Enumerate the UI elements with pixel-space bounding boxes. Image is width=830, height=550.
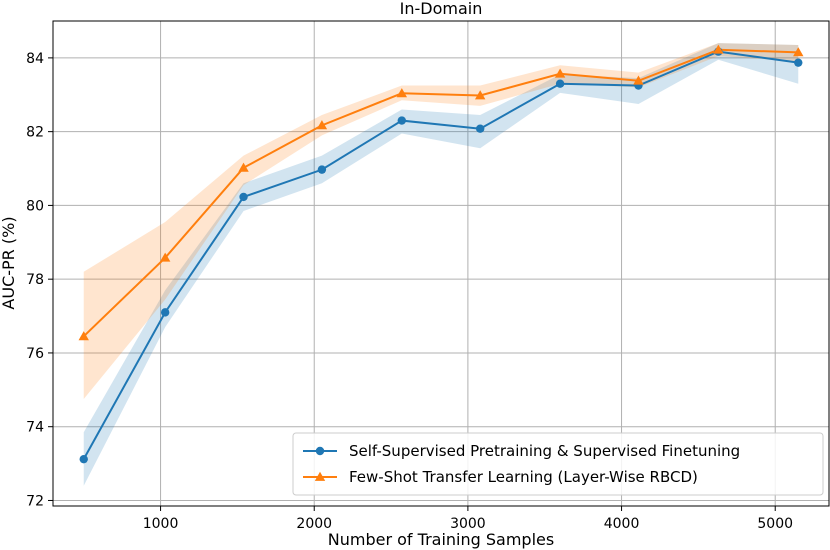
y-tick-label: 72 xyxy=(26,493,44,509)
self-supervised-legend-marker xyxy=(315,446,325,456)
few-shot-data-point xyxy=(713,44,724,54)
few-shot-data-point xyxy=(633,75,644,85)
self-supervised-data-point xyxy=(555,79,565,88)
self-supervised-data-point xyxy=(239,192,248,202)
self-supervised-data-point xyxy=(160,308,170,317)
x-tick-label: 1000 xyxy=(143,516,179,532)
y-tick-label: 80 xyxy=(26,198,44,214)
x-tick-label: 4000 xyxy=(604,516,640,532)
chart-title: In-Domain xyxy=(400,0,483,18)
x-tick-label: 5000 xyxy=(757,516,793,532)
self-supervised-series-line xyxy=(82,50,799,460)
self-supervised-data-point xyxy=(317,165,327,174)
few-shot-data-point xyxy=(78,331,89,341)
few-shot-data-point xyxy=(474,90,486,100)
x-tick-label: 2000 xyxy=(296,516,332,532)
self-supervised-confidence-band xyxy=(83,43,799,486)
self-supervised-data-point xyxy=(397,116,407,125)
y-tick-label: 76 xyxy=(26,346,44,362)
x-axis-ticks: 1000 2000 3000 4000 5000 xyxy=(143,506,793,532)
grid xyxy=(53,21,829,506)
legend-box xyxy=(292,432,824,496)
y-tick-label: 82 xyxy=(26,125,44,141)
few-shot-data-point xyxy=(238,162,249,172)
self-supervised-data-point xyxy=(475,124,485,133)
self-supervised-data-point xyxy=(794,58,803,67)
few-shot-legend-label: Few-Shot Transfer Learning (Layer-Wise R… xyxy=(349,468,698,486)
series-lines xyxy=(82,48,799,460)
y-axis-title: AUC-PR (%) xyxy=(0,216,18,309)
x-axis-title: Number of Training Samples xyxy=(328,530,554,549)
self-supervised-legend-label: Self-Supervised Pretraining & Supervised… xyxy=(349,442,740,460)
legend: Self-Supervised Pretraining & Supervised… xyxy=(292,432,824,496)
self-supervised-data-point xyxy=(79,454,88,464)
few-shot-series-line xyxy=(83,48,799,338)
y-tick-label: 84 xyxy=(26,51,44,67)
few-shot-data-point xyxy=(793,47,804,57)
series-markers xyxy=(78,44,804,464)
few-shot-data-point xyxy=(554,68,566,78)
y-axis-ticks: 72 74 76 78 80 82 84 xyxy=(26,51,53,509)
y-tick-label: 74 xyxy=(26,420,44,436)
few-shot-data-point xyxy=(396,88,408,98)
y-tick-label: 78 xyxy=(26,272,44,288)
x-tick-label: 3000 xyxy=(450,516,486,532)
plot-frame xyxy=(52,20,830,507)
confidence-bands xyxy=(83,43,799,486)
few-shot-legend-marker xyxy=(314,471,326,481)
few-shot-data-point xyxy=(159,252,171,262)
few-shot-data-point xyxy=(316,120,328,130)
few-shot-confidence-band xyxy=(83,43,799,400)
